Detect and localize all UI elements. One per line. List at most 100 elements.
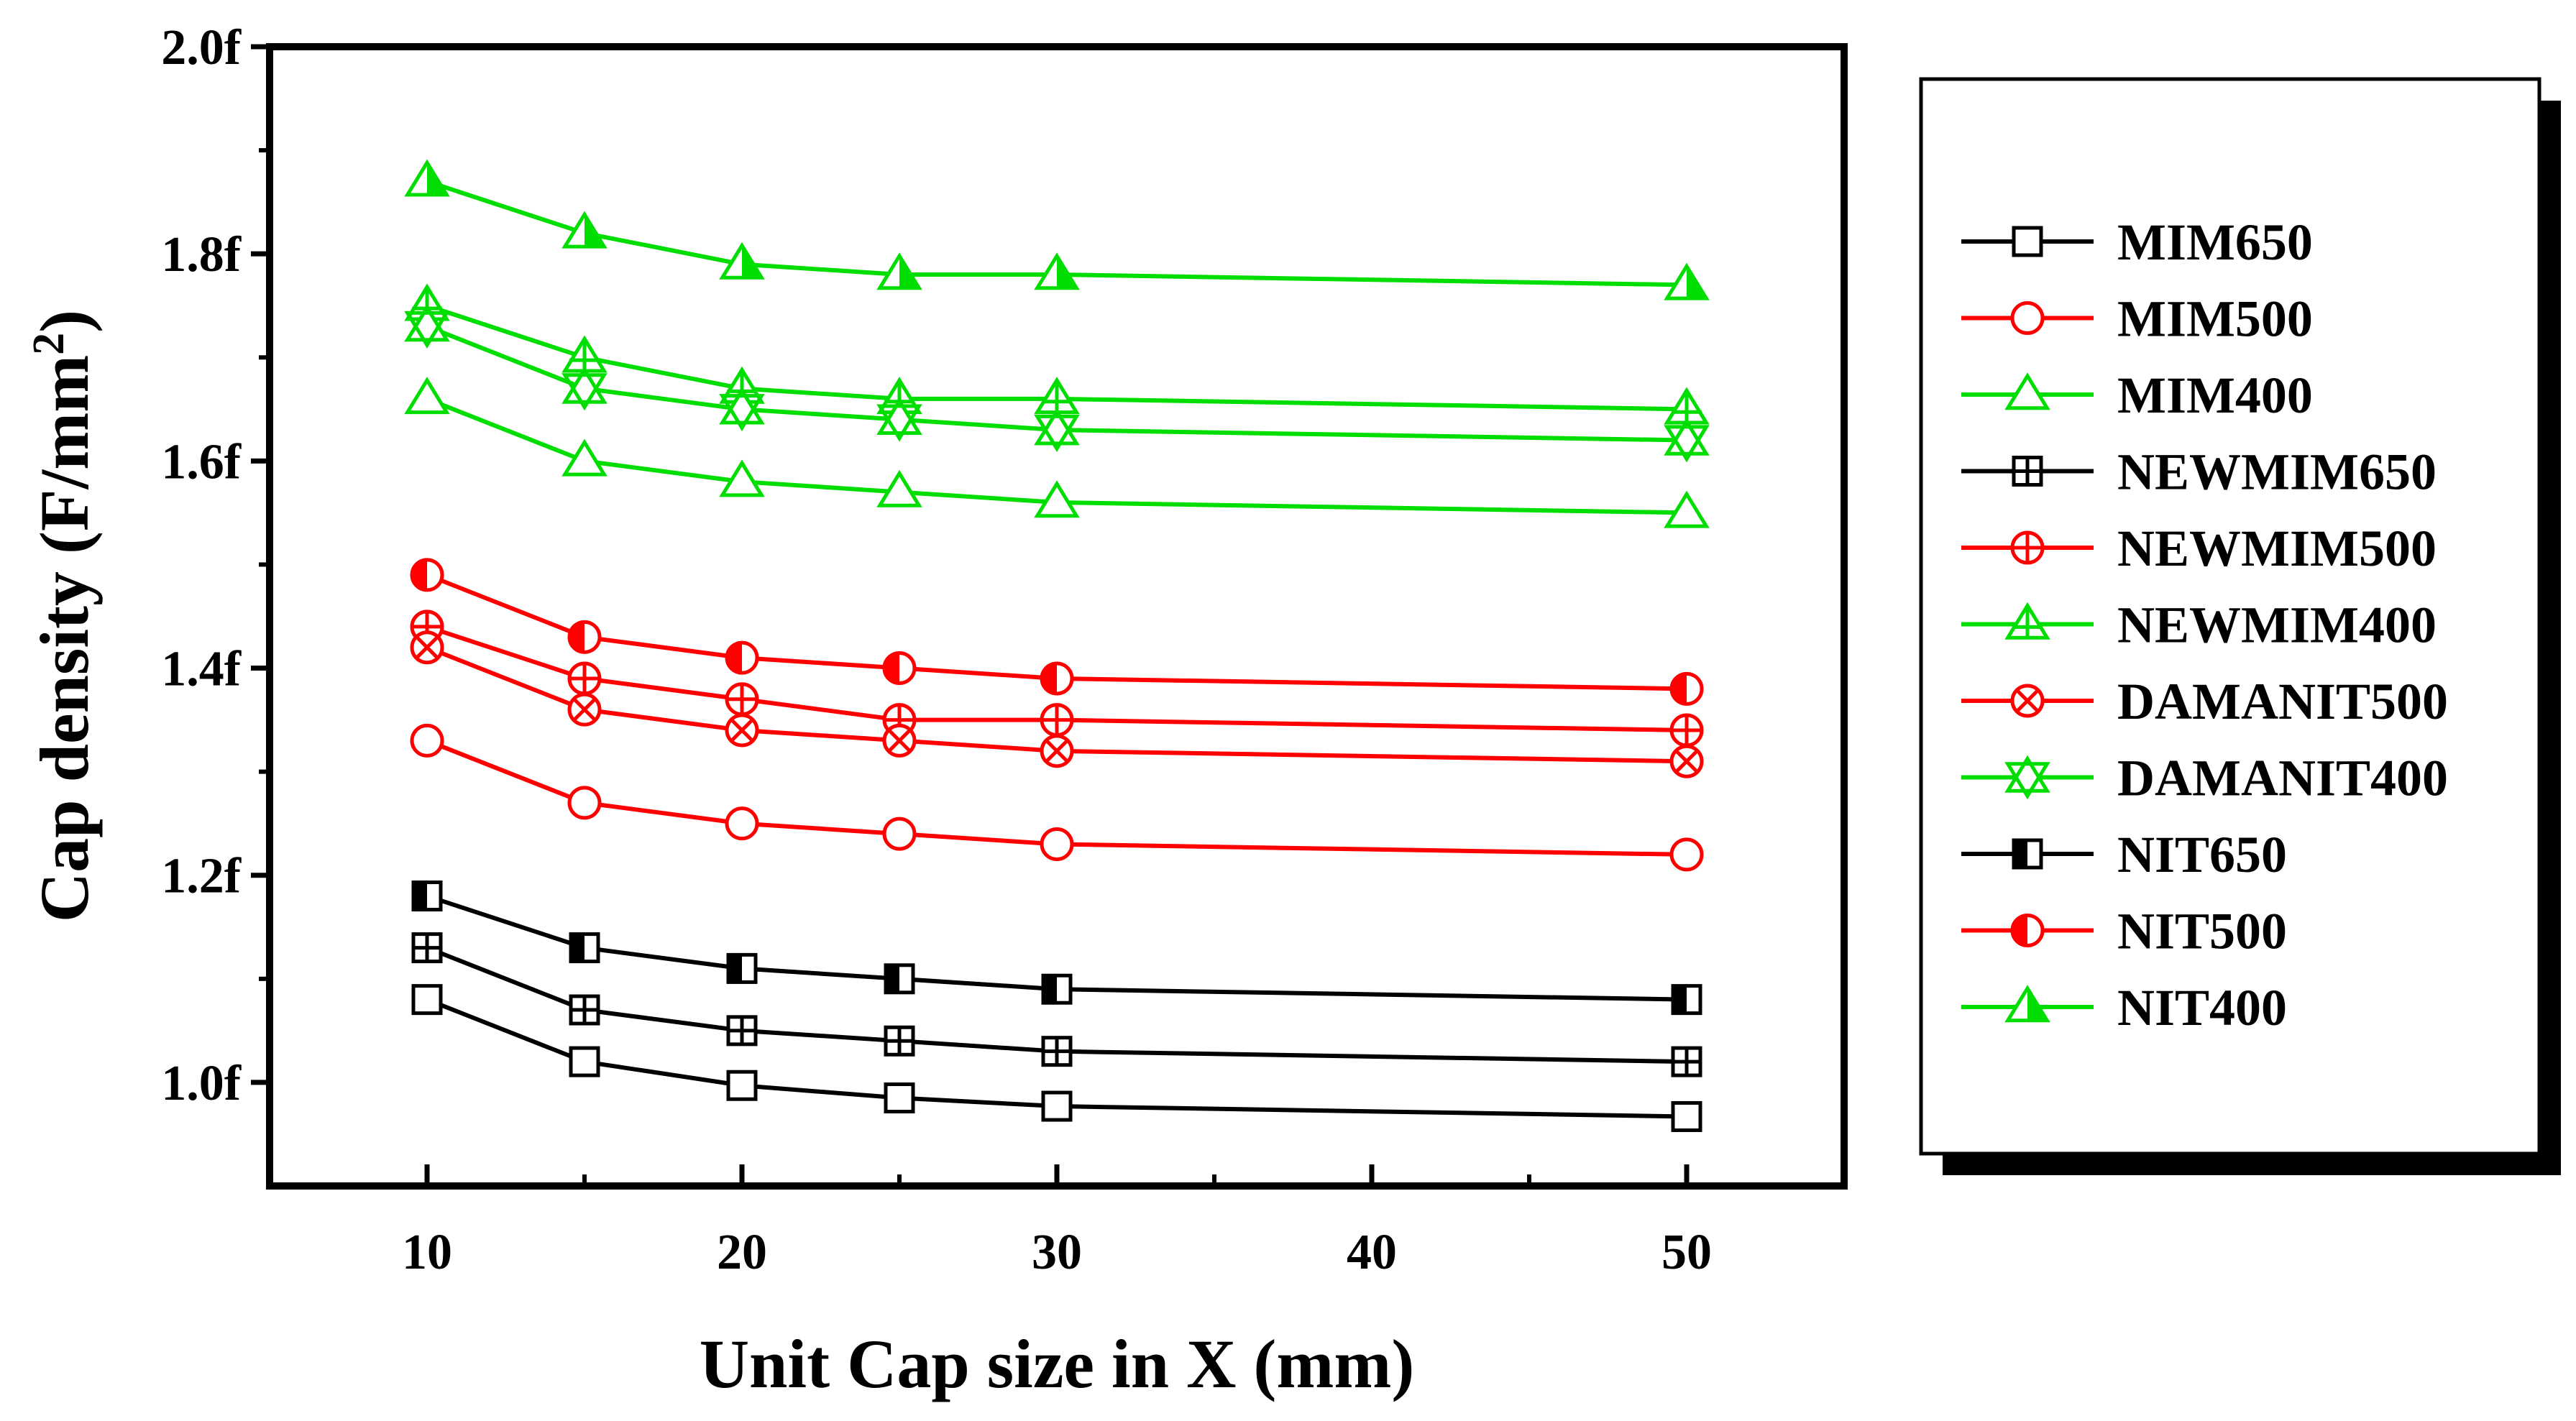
- legend-entry-mim650: MIM650: [1961, 213, 2313, 271]
- data-point-newmim650: [569, 994, 600, 1026]
- legend-marker-nit400: [2004, 985, 2050, 1023]
- series-line-damanit400: [426, 324, 1687, 443]
- data-point-newmim400: [1664, 387, 1710, 425]
- legend-label: DAMANIT400: [2117, 750, 2448, 807]
- data-point-mim400: [1034, 480, 1080, 518]
- data-point-mim400: [404, 377, 450, 415]
- legend-label: DAMANIT500: [2117, 673, 2448, 730]
- data-point-damanit400: [404, 304, 450, 349]
- data-point-newmim400: [562, 335, 608, 373]
- series-line-newmim500: [426, 625, 1687, 732]
- legend-marker-mim500: [2010, 301, 2045, 335]
- series-line-newmim650: [426, 945, 1687, 1064]
- legend-entry-newmim400: NEWMIM400: [1961, 597, 2437, 654]
- series-line-mim400: [426, 397, 1687, 515]
- legend-entry-damanit400: DAMANIT400: [1961, 750, 2448, 807]
- data-point-mim400: [876, 469, 922, 507]
- data-point-nit500: [410, 558, 444, 592]
- data-point-nit650: [884, 963, 915, 995]
- data-point-damanit500: [1040, 734, 1074, 768]
- series-line-nit650: [426, 893, 1687, 1002]
- legend-label: NIT500: [2117, 903, 2287, 960]
- legend-entry-newmim650: NEWMIM650: [1961, 443, 2437, 501]
- data-point-damanit400: [876, 397, 922, 442]
- y-tick-label: 1.8f: [161, 227, 242, 282]
- data-point-nit650: [569, 932, 600, 964]
- data-point-nit400: [1034, 252, 1080, 290]
- plot-frame: [266, 43, 1848, 1190]
- series-line-mim500: [426, 738, 1687, 857]
- legend-entry-damanit500: DAMANIT500: [1961, 673, 2448, 730]
- data-point-damanit400: [1034, 408, 1080, 452]
- data-point-newmim650: [884, 1025, 915, 1057]
- x-tick-labels: 10 20 30 40 50: [402, 1225, 1712, 1280]
- legend-entry-nit650: NIT650: [1961, 826, 2287, 883]
- axis-ticks: [251, 44, 1690, 1186]
- data-point-damanit500: [725, 713, 759, 748]
- series-layer: [404, 159, 1710, 1132]
- data-point-mim650: [726, 1070, 758, 1101]
- legend-marker-newmim650: [2012, 456, 2043, 487]
- legend-marker-newmim500: [2010, 530, 2045, 565]
- data-point-mim500: [1040, 827, 1074, 861]
- data-point-nit400: [562, 211, 608, 249]
- legend-label: MIM650: [2117, 213, 2313, 271]
- legend-entry-mim400: MIM400: [1961, 367, 2313, 424]
- x-tick-label: 10: [402, 1225, 452, 1280]
- legend-label: NIT400: [2117, 979, 2287, 1036]
- data-point-mim500: [410, 723, 444, 758]
- data-point-newmim400: [1034, 377, 1080, 415]
- y-tick-label: 2.0f: [161, 20, 242, 75]
- data-point-mim650: [1041, 1090, 1073, 1122]
- data-point-mim650: [569, 1046, 600, 1077]
- y-tick-labels: 1.0f 1.2f 1.4f 1.6f 1.8f 2.0f: [161, 20, 242, 1111]
- x-axis-title: Unit Cap size in X (mm): [700, 1325, 1415, 1402]
- legend-marker-nit500: [2010, 914, 2045, 947]
- data-point-mim650: [1671, 1100, 1702, 1132]
- data-point-nit650: [411, 880, 443, 912]
- data-point-mim400: [562, 438, 608, 477]
- data-point-damanit400: [562, 366, 608, 411]
- data-point-nit400: [719, 242, 765, 280]
- data-point-newmim650: [1041, 1036, 1073, 1067]
- legend-entry-newmim500: NEWMIM500: [1961, 520, 2437, 577]
- data-point-damanit500: [1669, 744, 1704, 778]
- series-line-newmim400: [426, 303, 1687, 412]
- legend-marker-mim650: [2012, 226, 2043, 257]
- data-point-damanit400: [1664, 418, 1710, 463]
- legend-entries: MIM650 MIM500 MIM400 NEWMIM650 NEWMIM500 NEWM…: [1961, 213, 2448, 1036]
- legend-entry-mim500: MIM500: [1961, 290, 2313, 348]
- data-point-nit500: [882, 651, 917, 686]
- data-point-nit650: [726, 952, 758, 984]
- y-axis-title-main: Cap density (F/mm: [26, 355, 103, 922]
- data-point-mim500: [1669, 837, 1704, 872]
- legend-label: MIM500: [2117, 290, 2313, 348]
- y-axis-title-close: ): [26, 310, 103, 333]
- legend-label: MIM400: [2117, 367, 2313, 424]
- y-tick-label: 1.2f: [161, 849, 242, 904]
- data-point-newmim500: [725, 682, 759, 717]
- legend-marker-newmim400: [2004, 602, 2050, 640]
- y-axis-title: Cap density (F/mm2): [24, 310, 103, 922]
- data-point-nit400: [1664, 262, 1710, 300]
- data-point-damanit400: [719, 387, 765, 432]
- y-tick-label: 1.6f: [161, 434, 242, 489]
- data-point-newmim650: [1671, 1046, 1702, 1077]
- x-tick-label: 20: [717, 1225, 767, 1280]
- data-point-damanit500: [410, 630, 444, 665]
- data-point-nit500: [1040, 661, 1074, 696]
- data-point-nit500: [725, 640, 759, 675]
- series-line-mim650: [426, 997, 1687, 1119]
- data-point-nit500: [1669, 671, 1704, 706]
- data-point-nit400: [876, 252, 922, 290]
- series-line-nit400: [426, 179, 1687, 288]
- data-point-mim400: [719, 459, 765, 497]
- y-axis-title-superscript: 2: [24, 333, 73, 355]
- series-line-nit500: [426, 573, 1687, 691]
- x-tick-label: 40: [1347, 1225, 1397, 1280]
- legend-label: NEWMIM650: [2117, 443, 2437, 501]
- data-point-mim650: [411, 984, 443, 1016]
- data-point-newmim500: [1669, 713, 1704, 748]
- legend-entry-nit400: NIT400: [1961, 979, 2287, 1036]
- data-point-nit400: [404, 159, 450, 197]
